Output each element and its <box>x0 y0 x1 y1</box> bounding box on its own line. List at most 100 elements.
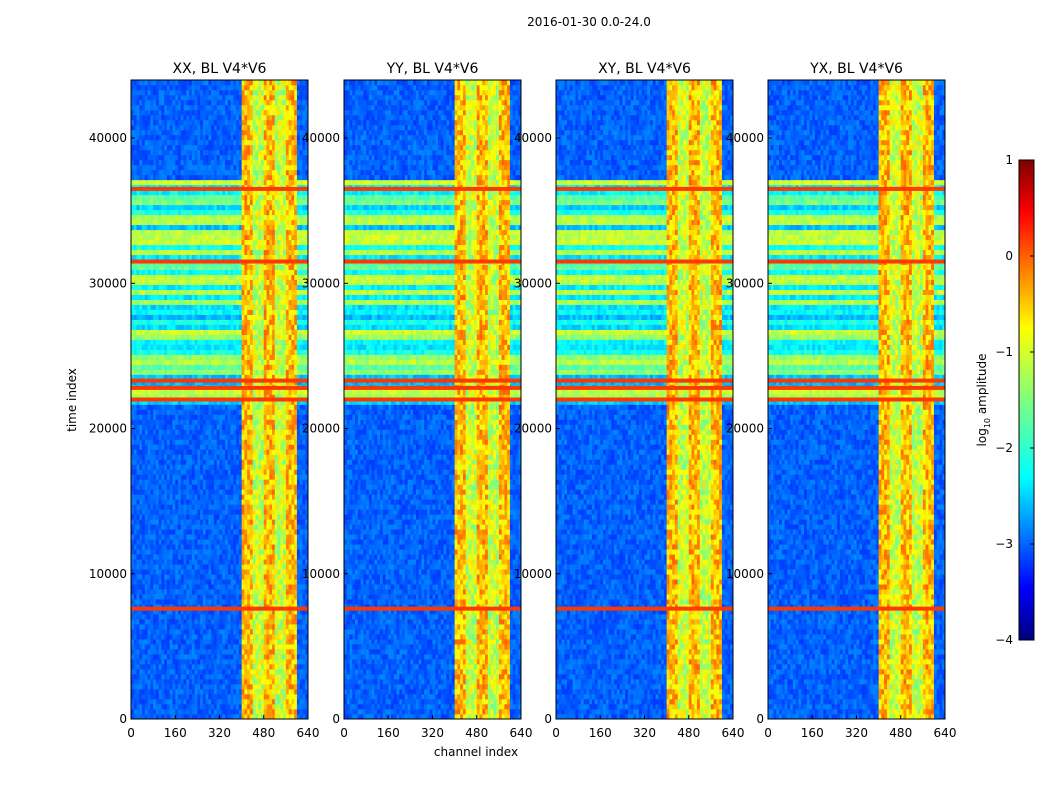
heatmap-cell <box>164 524 168 530</box>
heatmap-cell <box>150 509 154 515</box>
heatmap-cell <box>136 434 140 440</box>
heatmap-cell <box>142 419 146 425</box>
heatmap-cell <box>263 539 267 545</box>
heatmap-cell <box>219 664 223 670</box>
heatmap-cell <box>285 569 289 575</box>
heatmap-cell <box>274 654 278 660</box>
heatmap-cell <box>169 524 173 530</box>
heatmap-cell <box>249 344 253 350</box>
heatmap-cell <box>274 594 278 600</box>
heatmap-cell <box>255 714 259 720</box>
heatmap-cell <box>147 629 151 635</box>
heatmap-cell <box>241 644 245 650</box>
heatmap-cell <box>183 464 187 470</box>
heatmap-cell <box>172 664 176 670</box>
heatmap-cell <box>169 409 173 415</box>
heatmap-cell <box>247 349 251 355</box>
heatmap-cell <box>222 449 226 455</box>
heatmap-cell <box>305 519 309 525</box>
heatmap-cell <box>294 409 298 415</box>
heatmap-cell <box>155 644 159 650</box>
heatmap-cell <box>131 509 135 515</box>
heatmap-cell <box>233 619 237 625</box>
heatmap-cell <box>208 414 212 420</box>
heatmap-cell <box>296 359 301 365</box>
heatmap-cell <box>158 639 162 645</box>
heatmap-cell <box>161 654 165 660</box>
heatmap-cell <box>233 414 237 420</box>
heatmap-cell <box>263 429 267 435</box>
heatmap-cell <box>166 539 171 545</box>
heatmap-cell <box>227 524 231 530</box>
heatmap-cell <box>131 619 135 625</box>
heatmap-cell <box>133 444 137 450</box>
heatmap-cell <box>197 424 201 430</box>
heatmap-cell <box>186 559 190 565</box>
heatmap-cell <box>131 444 135 450</box>
heatmap-cell <box>150 644 154 650</box>
heatmap-cell <box>169 649 173 655</box>
heatmap-cell <box>166 494 171 500</box>
heatmap-cell <box>247 569 251 575</box>
heatmap-cell <box>280 389 284 395</box>
heatmap-cell <box>178 459 182 465</box>
heatmap-cell <box>238 524 242 530</box>
heatmap-cell <box>258 539 262 545</box>
heatmap-cell <box>258 614 262 620</box>
heatmap-cell <box>274 674 278 680</box>
heatmap-cell <box>305 434 309 440</box>
heatmap-cell <box>155 614 159 620</box>
heatmap-cell <box>202 404 206 410</box>
heatmap-cell <box>136 519 140 525</box>
heatmap-cell <box>197 419 201 425</box>
heatmap-cell <box>266 404 270 410</box>
heatmap-cell <box>222 434 226 440</box>
heatmap-cell <box>291 459 295 465</box>
heatmap-cell <box>194 354 198 360</box>
heatmap-cell <box>166 394 171 400</box>
heatmap-cell <box>213 354 218 360</box>
heatmap-cell <box>274 689 278 695</box>
heatmap-cell <box>153 584 157 590</box>
heatmap-cell <box>147 564 151 570</box>
heatmap-cell <box>241 694 245 700</box>
heatmap-cell <box>227 594 231 600</box>
heatmap-cell <box>133 564 137 570</box>
heatmap-cell <box>211 709 215 715</box>
heatmap-cell <box>200 619 204 625</box>
heatmap-cell <box>178 589 182 595</box>
heatmap-cell <box>294 509 298 515</box>
heatmap-cell <box>208 529 212 535</box>
heatmap-cell <box>269 654 273 660</box>
heatmap-cell <box>244 609 248 615</box>
heatmap-cell <box>302 439 306 445</box>
heatmap-cell <box>260 684 265 690</box>
heatmap-cell <box>222 409 226 415</box>
heatmap-cell <box>180 469 184 475</box>
heatmap-cell <box>302 444 306 450</box>
heatmap-cell <box>247 544 251 550</box>
heatmap-cell <box>305 574 309 580</box>
heatmap-cell <box>186 339 190 345</box>
heatmap-cell <box>236 349 240 355</box>
heatmap-cell <box>280 714 284 720</box>
heatmap-cell <box>216 709 220 715</box>
heatmap-cell <box>158 359 162 365</box>
heatmap-cell <box>155 714 159 720</box>
heatmap-cell <box>249 454 253 460</box>
heatmap-cell <box>208 509 212 515</box>
heatmap-cell <box>200 564 204 570</box>
suptitle: 2016-01-30 0.0-24.0 <box>527 15 651 29</box>
heatmap-cell <box>247 394 251 400</box>
heatmap-cell <box>180 429 184 435</box>
heatmap-cell <box>172 674 176 680</box>
heatmap-cell <box>155 469 159 475</box>
heatmap-cell <box>269 564 273 570</box>
heatmap-cell <box>178 464 182 470</box>
heatmap-cell <box>216 359 220 365</box>
heatmap-cell <box>260 679 265 685</box>
heatmap-cell <box>213 554 218 560</box>
heatmap-cell <box>131 559 135 565</box>
heatmap-cell <box>205 689 209 695</box>
heatmap-cell <box>291 589 295 595</box>
